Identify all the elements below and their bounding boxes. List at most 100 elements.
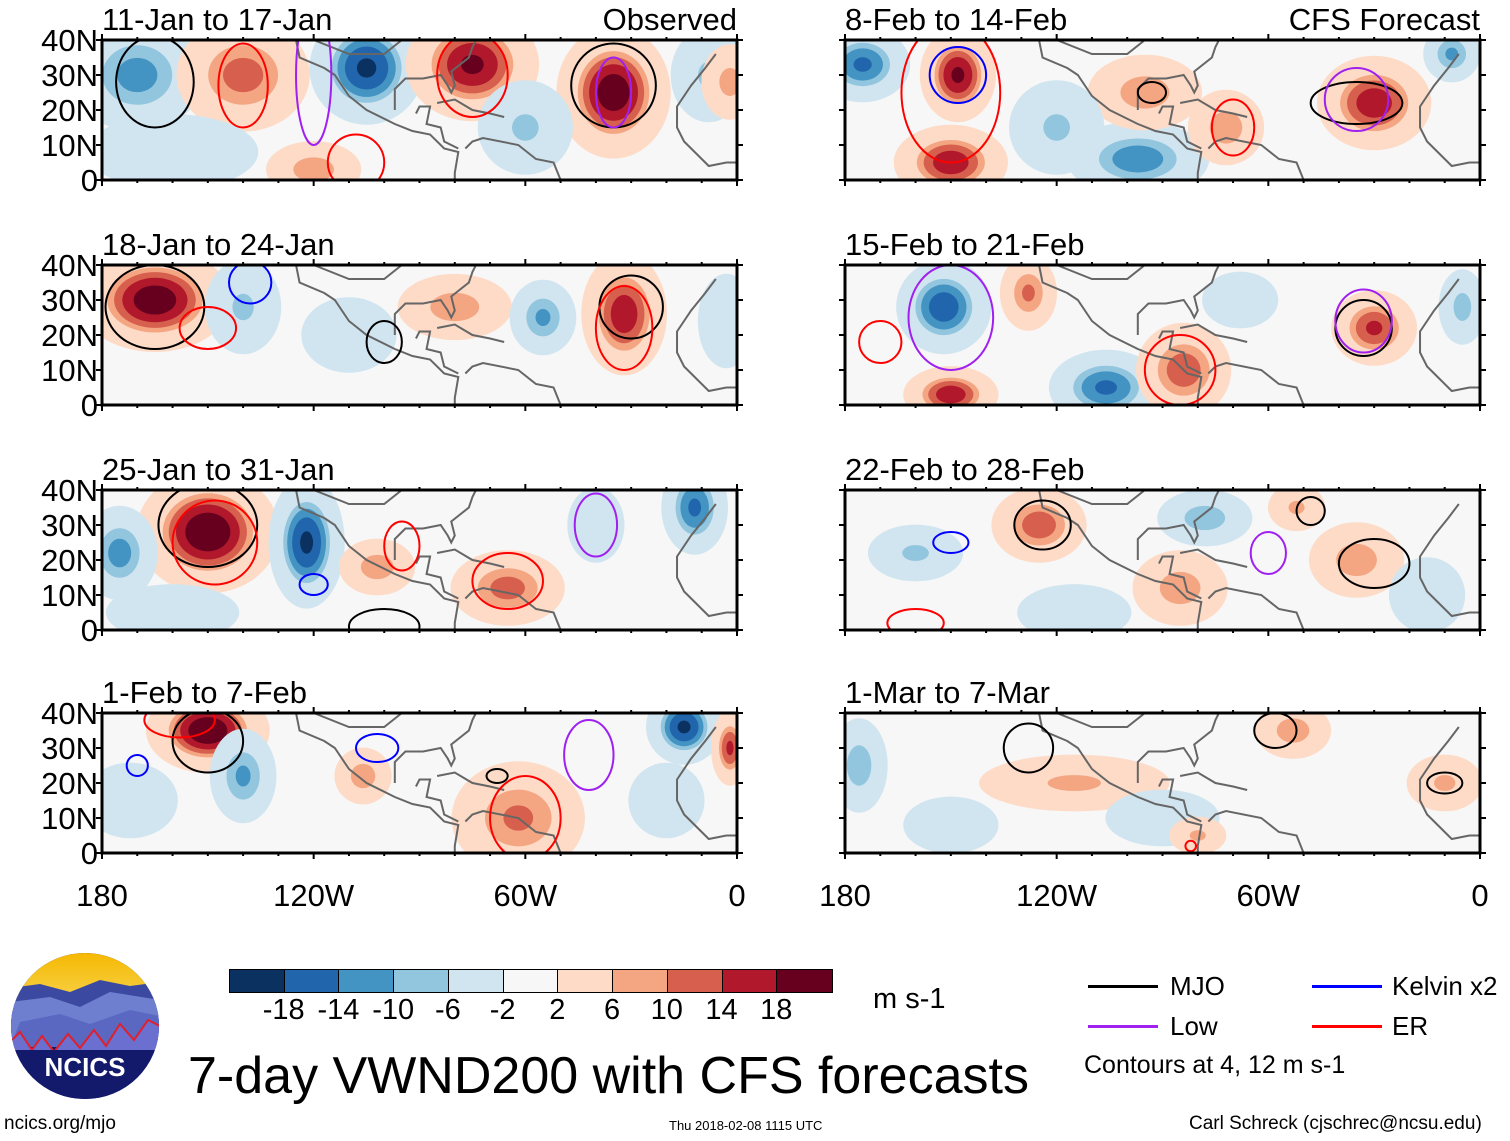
er-contour [886,608,945,630]
anomaly-fill [853,57,872,72]
low-contour [1334,288,1393,354]
low-contour [594,56,633,129]
anomaly-fill [1047,775,1101,791]
lat-tick-label: 10N [41,801,98,836]
panel-title: 15-Feb to 21-Feb [845,227,1085,262]
coastline [313,40,403,55]
coastline [393,40,477,110]
er-contour [489,775,562,853]
lon-tick-label: 0 [1471,878,1489,913]
er-contour [1210,98,1256,157]
figure-title: 7-day VWND200 with CFS forecasts [188,1047,1029,1105]
panel-title: 1-Feb to 7-Feb [102,675,308,710]
mjo-contour [347,608,421,630]
coastline [1207,809,1305,853]
anomaly-fill [1039,595,1109,630]
mjo-contour [485,768,509,784]
panel-title: 11-Jan to 17-Jan [102,2,333,37]
kelvin-contour [928,46,988,104]
mjo-contour [115,40,195,129]
coastline [393,265,477,335]
anomaly-fill [535,309,551,326]
coastline [1038,490,1203,630]
colorbar-swatch [339,970,395,992]
er-contour [143,713,216,739]
colorbar-level-label: 2 [549,994,566,1026]
low-contour [907,265,995,371]
footer-author: Carl Schreck (cjschrec@ncsu.edu) [1189,1113,1482,1134]
kelvin-contour [932,531,970,554]
anomaly-fill [1445,47,1459,61]
lat-tick-label: 30N [41,58,98,93]
coastline [676,503,737,618]
panel-title: 8-Feb to 14-Feb [845,2,1068,37]
anomaly-fill [936,385,966,404]
mjo-contour [1136,81,1168,104]
colorbar-swatch [230,970,285,992]
map-panel [96,34,743,186]
anomaly-fill [350,763,376,789]
anomaly-fill [719,68,737,96]
anomaly-fill [643,777,690,824]
colorbar-level-label: -2 [489,994,516,1026]
colorbar-swatch [448,970,504,992]
lon-tick-label: 60W [1236,878,1301,913]
anomaly-fill [222,57,264,93]
coastline [415,105,459,150]
panel-title: 18-Jan to 24-Jan [102,227,335,262]
coastline [313,265,403,280]
lon-tick-label: 0 [728,878,746,913]
coastline [1158,555,1202,600]
lon-tick-label: 60W [493,878,558,913]
footer-url[interactable]: ncics.org/mjo [4,1113,116,1134]
lon-tick-label: 180 [819,878,871,913]
kelvin-contour [125,754,149,777]
footer-timestamp: Thu 2018-02-08 1115 UTC [669,1118,823,1133]
er-contour [1143,334,1217,405]
anomaly-fill [108,538,132,568]
er-contour [326,133,386,180]
lat-tick-label: 10N [41,128,98,163]
er-contour [217,42,269,129]
lat-tick-label: 20N [41,318,98,353]
lat-tick-label: 20N [41,766,98,801]
anomaly-fill [578,502,614,548]
er-contour [900,40,1002,164]
anomaly-fill [610,294,638,334]
mjo-contour [1295,496,1326,526]
er-contour [171,499,259,586]
anomaly-fill [117,57,158,93]
coastline [295,713,460,853]
mjo-contour [365,320,403,364]
anomaly-fill [1184,505,1226,531]
coastline [436,548,505,568]
coastline [464,361,562,405]
coastline [295,265,460,405]
panel-title: 1-Mar to 7-Mar [845,675,1050,710]
anomaly-fill [1434,775,1456,791]
coastline [436,323,505,343]
er-contour [1184,839,1198,853]
logo-text: NCICS [45,1052,126,1082]
er-contour [594,285,654,371]
coastline [1158,105,1202,150]
anomaly-fill [293,157,335,180]
low-contour [1249,531,1287,575]
er-contour [436,40,509,118]
anomaly-fill [846,745,872,786]
lat-tick-label: 10N [41,353,98,388]
coastline [1038,265,1203,405]
lat-tick-label: 30N [41,508,98,543]
coastline [1136,713,1220,783]
mjo-contour [1337,538,1411,589]
coastline [1056,40,1146,55]
lat-tick-label: 40N [41,473,98,508]
lon-tick-label: 120W [1016,878,1098,913]
lat-tick-label: 0 [80,163,98,198]
panel-title: 25-Jan to 31-Jan [102,452,335,487]
legend-er-label: ER [1392,1011,1429,1041]
anomaly-fill [235,765,251,787]
anomaly-fill [320,312,378,358]
map-panel [839,259,1486,411]
coastline [676,278,737,393]
